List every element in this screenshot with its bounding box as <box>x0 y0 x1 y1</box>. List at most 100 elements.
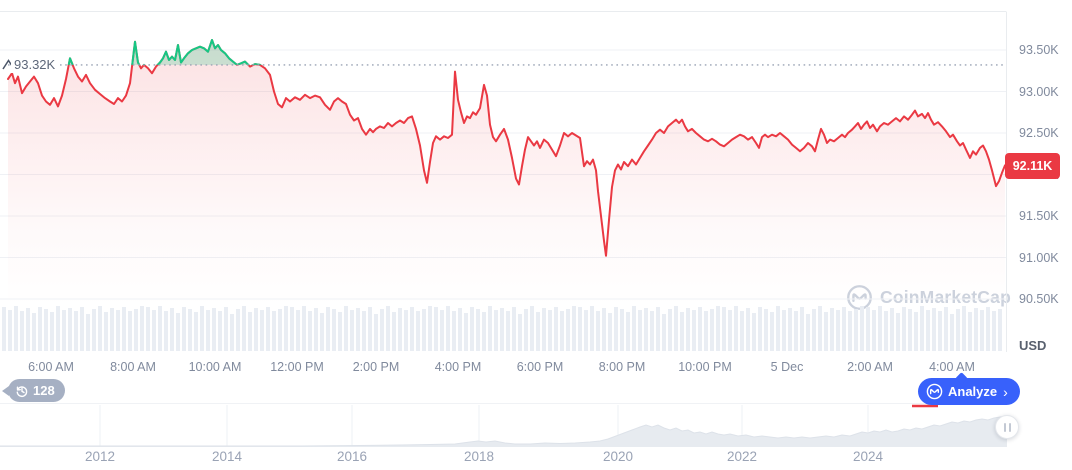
volume-bar <box>278 309 282 351</box>
analyze-label: Analyze <box>948 384 998 399</box>
history-badge[interactable]: 128 <box>2 379 65 402</box>
volume-bar <box>182 307 186 351</box>
volume-bar <box>548 310 552 351</box>
volume-bar <box>806 314 810 351</box>
volume-bar <box>494 310 498 351</box>
volume-bar <box>404 310 408 351</box>
volume-bar <box>878 306 882 351</box>
volume-bar <box>848 311 852 351</box>
volume-bar <box>380 309 384 351</box>
x-axis-label: 12:00 PM <box>270 360 324 374</box>
volume-bar <box>938 311 942 351</box>
volume-bar <box>986 307 990 351</box>
volume-bar <box>392 312 396 351</box>
volume-bar <box>872 310 876 351</box>
volume-bar <box>866 307 870 351</box>
volume-bar <box>26 308 30 351</box>
volume-bar <box>584 310 588 351</box>
x-axis-label: 6:00 PM <box>516 360 564 374</box>
minimap-year-label: 2016 <box>336 449 368 464</box>
volume-bar <box>914 312 918 351</box>
x-axis-label: 8:00 PM <box>598 360 646 374</box>
volume-bar <box>122 307 126 351</box>
price-chart[interactable] <box>0 0 1072 356</box>
volume-bar <box>200 306 204 351</box>
volume-bar <box>308 311 312 351</box>
volume-bar <box>734 306 738 351</box>
volume-bar <box>164 311 168 351</box>
volume-bar <box>32 313 36 351</box>
minimap-year-label: 2014 <box>211 449 243 464</box>
volume-bar <box>566 309 570 351</box>
volume-bar <box>140 306 144 351</box>
volume-bar <box>962 306 966 351</box>
volume-bar <box>368 307 372 351</box>
y-axis-label: 92.50K <box>1019 126 1059 140</box>
volume-bar <box>476 309 480 351</box>
volume-bar <box>218 311 222 351</box>
x-axis-label: 6:00 AM <box>28 360 74 374</box>
volume-bar <box>716 306 720 351</box>
volume-bar <box>818 306 822 351</box>
volume-bar <box>314 308 318 351</box>
volume-bar <box>536 312 540 351</box>
analyze-button[interactable]: Analyze › <box>918 378 1020 405</box>
volume-bar <box>2 307 6 351</box>
volume-bar <box>896 313 900 351</box>
y-axis-label: 90.50K <box>1019 292 1059 306</box>
volume-bar <box>854 309 858 351</box>
volume-bar <box>758 307 762 351</box>
volume-bar <box>128 311 132 351</box>
volume-bar <box>446 306 450 351</box>
volume-bar <box>998 309 1002 351</box>
minimap-year-label: 2012 <box>84 449 116 464</box>
volume-bar <box>620 309 624 351</box>
volume-bar <box>194 312 198 351</box>
volume-bar <box>920 306 924 351</box>
volume-bar <box>458 308 462 351</box>
volume-bar <box>662 314 666 351</box>
x-axis-label: 2:00 PM <box>352 360 400 374</box>
volume-bar <box>452 311 456 351</box>
volume-bar <box>860 306 864 351</box>
volume-bar <box>80 307 84 351</box>
volume-bar <box>830 308 834 351</box>
currency-label[interactable]: USD <box>1019 338 1047 353</box>
volume-bar <box>512 307 516 351</box>
volume-bar <box>650 311 654 351</box>
volume-bar <box>224 307 228 351</box>
x-axis-label: 2:00 AM <box>847 360 893 374</box>
price-line-above-ref <box>67 39 262 65</box>
volume-bar <box>932 308 936 351</box>
x-axis-label: 4:00 PM <box>434 360 482 374</box>
volume-bar <box>416 311 420 351</box>
minimap-area <box>0 416 1007 447</box>
volume-bar <box>950 314 954 351</box>
volume-bar <box>62 310 66 351</box>
volume-bar <box>170 308 174 351</box>
volume-bar <box>578 307 582 351</box>
volume-bar <box>398 308 402 351</box>
volume-bar <box>272 311 276 351</box>
volume-bar <box>284 306 288 351</box>
volume-bar <box>626 312 630 351</box>
volume-bar <box>362 311 366 351</box>
timeline-minimap[interactable] <box>0 402 1010 449</box>
minimap-year-label: 2020 <box>602 449 634 464</box>
volume-bar <box>506 311 510 351</box>
x-axis-label: 8:00 AM <box>110 360 156 374</box>
history-badge-count: 128 <box>33 383 55 398</box>
volume-bar <box>176 313 180 351</box>
volume-bar <box>290 307 294 351</box>
minimap-area-edge <box>0 415 1008 447</box>
volume-bar <box>908 309 912 351</box>
minimap-scrubber-handle[interactable] <box>995 415 1019 439</box>
volume-bar <box>248 312 252 351</box>
volume-bar <box>638 310 642 351</box>
volume-bar <box>842 307 846 351</box>
volume-bar <box>104 312 108 351</box>
volume-bar <box>944 307 948 351</box>
volume-bar <box>8 310 12 351</box>
volume-bars <box>2 306 1002 351</box>
volume-bar <box>422 309 426 351</box>
